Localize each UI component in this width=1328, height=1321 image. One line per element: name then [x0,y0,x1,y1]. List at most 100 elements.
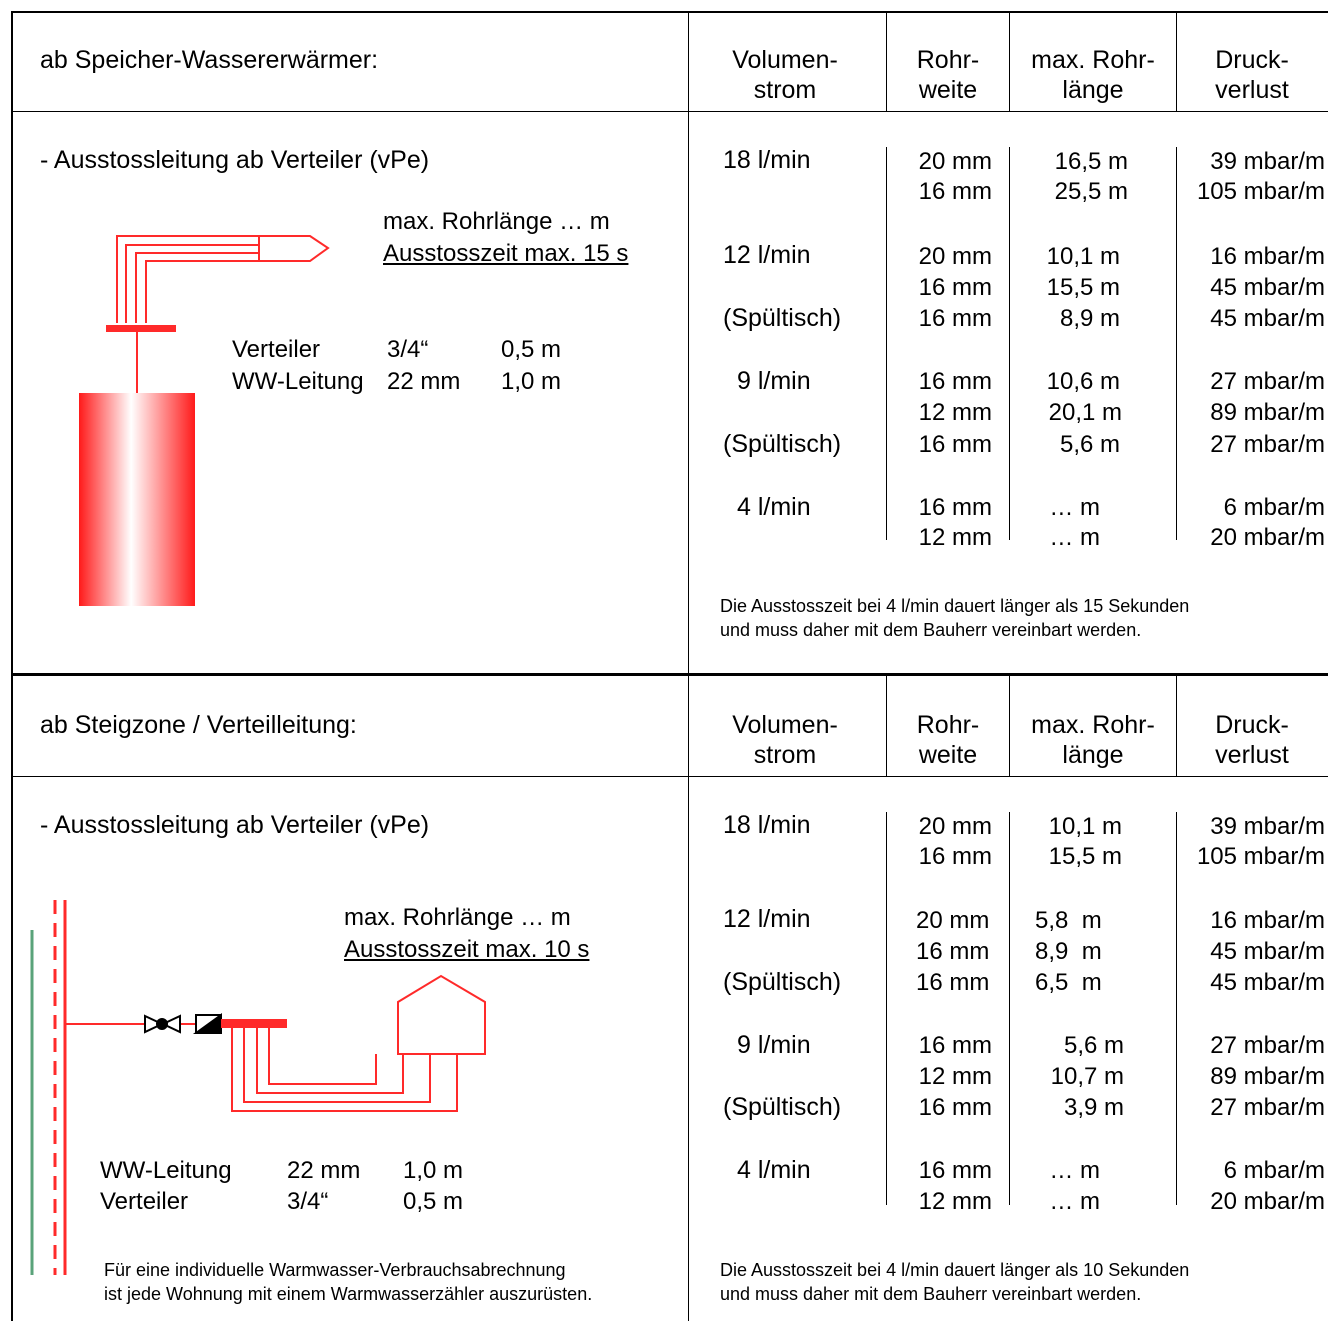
table-cell-laenge: 15,5 m [1046,274,1120,301]
table-cell-laenge: 10,1 m [1048,813,1122,840]
table-cell-verlust: 27 mbar/m [1210,1032,1325,1059]
table-cell-weite: 20 mm [918,148,992,175]
table-cell-verlust: 6 mbar/m [1223,494,1325,521]
diagram1-label-size: 3/4“ [387,336,429,363]
distribution-pipes [231,974,486,1112]
storage-tank [79,393,195,606]
table-cell-laenge: 8,9 m [1035,938,1102,965]
table-cell-weite: 16 mm [918,178,992,205]
table-cell-weite: 20 mm [918,813,992,840]
table-cell-laenge: 5,6 m [1063,1032,1124,1059]
header-max-rohrlaenge: max. Rohr-länge [1031,711,1155,769]
diagram1-label-name: Verteiler [232,336,321,363]
distributor-bar [221,1019,287,1028]
section1-note: Die Ausstosszeit bei 4 l/min dauert läng… [720,596,1190,640]
col-divider [1009,676,1010,776]
outer-left-border [11,11,13,675]
header-druckverlust: Druck-verlust [1215,46,1289,104]
diagram1-label-size: 22 mm [387,368,461,395]
table-cell-weite: 12 mm [918,1188,992,1215]
table-cell-verlust: 27 mbar/m [1210,1094,1325,1121]
col-divider [886,11,887,111]
table-cell-verlust: 105 mbar/m [1196,178,1325,205]
diagram2-label-size: 22 mm [287,1157,361,1184]
table-cell-weite: 16 mm [918,843,992,870]
table-cell-verlust: 16 mbar/m [1210,243,1325,270]
table-cell-laenge: 8,9 m [1059,305,1120,332]
table-cell-weite: 16 mm [918,1094,992,1121]
table-cell-weite: 12 mm [918,399,992,426]
table-cell-verlust: 39 mbar/m [1210,148,1325,175]
flow-label: (Spültisch) [723,968,842,996]
col-divider [1009,147,1010,540]
col-divider [1176,11,1177,111]
distributor-bar [106,325,176,332]
table-cell-laenge: 10,7 m [1050,1063,1124,1090]
col-divider [1176,812,1177,1205]
table-cell-laenge: 10,1 m [1046,243,1120,270]
diagram1-label-length: 0,5 m [501,336,562,363]
table-cell-verlust: 45 mbar/m [1210,274,1325,301]
flow-label: 18 l/min [723,811,811,839]
table-cell-verlust: 27 mbar/m [1210,431,1325,458]
diagram1-max-label: max. Rohrlänge … m [383,208,610,235]
flow-label: (Spültisch) [723,304,842,332]
table-cell-laenge: … m [1049,524,1100,551]
col-divider [1009,11,1010,111]
table-cell-weite: 16 mm [918,1157,992,1184]
header-volumenstrom: Volumen-strom [732,46,838,104]
table-cell-laenge: 25,5 m [1054,178,1128,205]
table-cell-verlust: 16 mbar/m [1210,907,1325,934]
table-cell-verlust: 6 mbar/m [1223,1157,1325,1184]
table-cell-verlust: 20 mbar/m [1210,1188,1325,1215]
table-cell-verlust: 105 mbar/m [1196,843,1325,870]
flow-label: 18 l/min [723,146,811,174]
table-cell-weite: 16 mm [918,1032,992,1059]
header-druckverlust: Druck-verlust [1215,711,1289,769]
column-divider-main [688,11,689,1321]
flow-label: 9 l/min [737,1031,811,1059]
header-rohrweite: Rohr-weite [916,711,980,769]
section2-subtitle: - Ausstossleitung ab Verteiler (vPe) [40,811,430,839]
table-cell-verlust: 39 mbar/m [1210,813,1325,840]
section2-title: ab Steigzone / Verteilleitung: [40,711,357,739]
table-cell-laenge: … m [1049,1188,1100,1215]
table-cell-laenge: 20,1 m [1048,399,1122,426]
table-cell-laenge: 10,6 m [1046,368,1120,395]
flow-label: 4 l/min [737,493,811,521]
header-rohrweite: Rohr-weite [916,46,980,104]
table-cell-laenge: 16,5 m [1054,148,1128,175]
col-divider [886,147,887,540]
table-cell-weite: 20 mm [916,907,990,934]
table-cell-laenge: 3,9 m [1063,1094,1124,1121]
diagram2-label-name: WW-Leitung [100,1157,232,1184]
diagram1-time-label: Ausstosszeit max. 15 s [383,240,629,267]
table-cell-verlust: 45 mbar/m [1210,969,1325,996]
header-max-rohrlaenge: max. Rohr-länge [1031,46,1155,104]
table-cell-verlust: 20 mbar/m [1210,524,1325,551]
flow-label: 4 l/min [737,1156,811,1184]
col-divider [1176,147,1177,540]
flow-label: 12 l/min [723,241,811,269]
table-cell-laenge: 6,5 m [1035,969,1102,996]
section1-subtitle: - Ausstossleitung ab Verteiler (vPe) [40,146,430,174]
outer-left-border-lower [11,675,13,1321]
table-cell-laenge: … m [1049,494,1100,521]
header-divider-1 [11,111,1328,112]
flow-label: 9 l/min [737,367,811,395]
table-cell-weite: 20 mm [918,243,992,270]
diagram2-time-label: Ausstosszeit max. 10 s [344,936,590,963]
table-cell-weite: 12 mm [918,1063,992,1090]
flow-label: 12 l/min [723,905,811,933]
flow-label: (Spültisch) [723,430,842,458]
col-divider [886,812,887,1205]
outer-top-border [11,11,1328,13]
table-cell-verlust: 45 mbar/m [1210,938,1325,965]
section2-footnote: Für eine individuelle Warmwasser-Verbrau… [104,1260,593,1304]
col-divider [886,676,887,776]
section-divider [11,673,1328,676]
table-cell-weite: 12 mm [918,524,992,551]
table-cell-weite: 16 mm [918,305,992,332]
table-cell-laenge: 5,8 m [1035,907,1102,934]
